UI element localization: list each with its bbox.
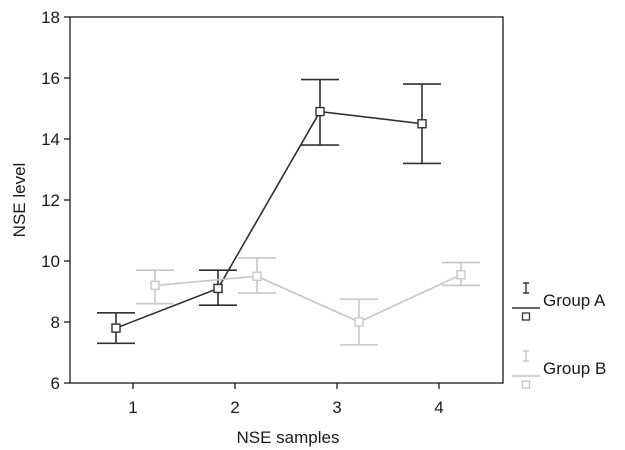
x-tick-label: 2 xyxy=(230,398,239,417)
y-axis-title: NSE level xyxy=(10,163,29,238)
legend-item-group-b: Group B xyxy=(512,350,606,389)
data-point xyxy=(456,270,466,280)
x-tick-label: 1 xyxy=(128,398,137,417)
series-group-b xyxy=(136,257,480,346)
x-tick-label: 4 xyxy=(434,398,443,417)
y-tick-label: 10 xyxy=(41,252,60,271)
x-axis-title: NSE samples xyxy=(237,428,340,447)
x-tick-label: 3 xyxy=(332,398,341,417)
legend-item-group-a: Group A xyxy=(512,282,606,321)
y-tick-label: 8 xyxy=(51,313,60,332)
data-point xyxy=(150,280,160,291)
data-point xyxy=(111,323,121,333)
y-axis: 6 8 10 12 14 16 18 xyxy=(41,8,70,393)
data-point xyxy=(252,271,262,281)
legend-marker xyxy=(521,380,531,389)
plot-frame xyxy=(69,16,504,384)
y-tick-label: 12 xyxy=(41,191,60,210)
y-tick-label: 14 xyxy=(41,130,60,149)
y-tick-label: 6 xyxy=(51,374,60,393)
x-axis: 1 2 3 4 xyxy=(128,383,444,417)
data-point xyxy=(354,317,364,327)
y-tick-label: 16 xyxy=(41,69,60,88)
y-tick-label: 18 xyxy=(41,8,60,27)
legend-label: Group B xyxy=(543,359,606,378)
series-line xyxy=(115,110,423,329)
data-point xyxy=(213,283,223,294)
series-line xyxy=(154,273,462,323)
series-layer xyxy=(97,78,480,346)
series-group-a xyxy=(97,78,441,345)
data-point xyxy=(417,119,427,129)
legend-label: Group A xyxy=(543,291,606,310)
data-point xyxy=(315,106,325,117)
legend: Group A Group B xyxy=(512,282,606,389)
legend-marker xyxy=(521,312,531,321)
